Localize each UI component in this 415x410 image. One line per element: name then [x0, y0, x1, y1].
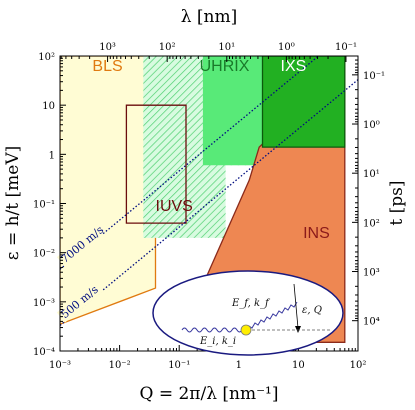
y-tick-label: 10⁻² — [33, 249, 55, 260]
incident-label: E_i, k_i — [199, 336, 236, 347]
x-axis-label: Q = 2π/λ [nm⁻¹] — [139, 384, 278, 404]
y-tick-label: 10⁻¹ — [33, 200, 55, 211]
velocity-label-bg — [56, 225, 104, 268]
velocity-line-7000-m-s — [60, 56, 320, 270]
top-tick-label: 10⁻¹ — [335, 42, 357, 53]
region-iuvs — [125, 104, 187, 224]
region-label-ixs: IXS — [281, 58, 307, 75]
scattered-wave — [245, 301, 298, 331]
right-tick-label: 10⁴ — [363, 317, 380, 328]
top-tick-label: 10⁰ — [278, 42, 295, 53]
x-tick-label: 10² — [350, 360, 367, 371]
right-tick-label: 10⁻¹ — [363, 71, 385, 82]
scattered-label: E_f, k_f — [231, 298, 271, 309]
region-bls — [60, 56, 157, 325]
x-tick-label: 1 — [236, 360, 242, 371]
x-tick-label: 10 — [292, 360, 305, 371]
sample-dot — [240, 324, 252, 336]
velocity-lines-layer — [60, 56, 358, 327]
right-tick-label: 10² — [363, 218, 380, 229]
scattering-inset: E_f, k_f E_i, k_i ε, Q — [152, 270, 344, 356]
region-label-bls: BLS — [92, 58, 122, 75]
transfer-arrow — [293, 283, 299, 329]
top-axis-label: λ [nm] — [181, 7, 238, 27]
x-tick-label: 10⁻³ — [49, 360, 71, 371]
transfer-arrowhead — [295, 326, 301, 333]
transfer-label: ε, Q — [302, 305, 322, 316]
velocity-label-bg — [56, 280, 104, 323]
x-tick-label: 10⁻¹ — [168, 360, 190, 371]
y-tick-label: 10⁻⁴ — [33, 347, 55, 358]
region-ixs — [261, 56, 346, 148]
ticks-layer: 10⁻³ 10⁻² 10⁻¹ 1 10 10² 10⁻⁴ 10⁻³ 10⁻² 10⁻¹ 1 10 10²… — [33, 42, 385, 371]
top-tick-label: 10³ — [99, 42, 116, 53]
x-tick-label: 10⁻² — [109, 360, 131, 371]
top-tick-label: 10² — [159, 42, 176, 53]
right-tick-label: 10³ — [363, 268, 380, 279]
region-label-uhrix: UHRIX — [200, 58, 250, 75]
y-tick-label: 10 — [42, 101, 55, 112]
y-tick-label: 10⁻³ — [33, 298, 55, 309]
right-tick-label: 10¹ — [363, 169, 380, 180]
region-uhrix-core — [202, 56, 263, 166]
region-label-iuvs: IUVS — [156, 198, 193, 215]
right-tick-label: 10⁰ — [363, 120, 380, 131]
y-tick-label: 1 — [49, 150, 55, 161]
y-tick-label: 10² — [38, 52, 55, 63]
incident-wave — [181, 327, 248, 333]
y-axis-label: ε = h/t [meV] — [3, 146, 23, 261]
region-label-ins: INS — [303, 225, 330, 242]
top-tick-label: 10¹ — [218, 42, 235, 53]
velocity-line-500-m-s — [60, 79, 358, 327]
inset-ellipse — [152, 270, 344, 356]
right-axis-label: t [ps] — [387, 180, 407, 225]
